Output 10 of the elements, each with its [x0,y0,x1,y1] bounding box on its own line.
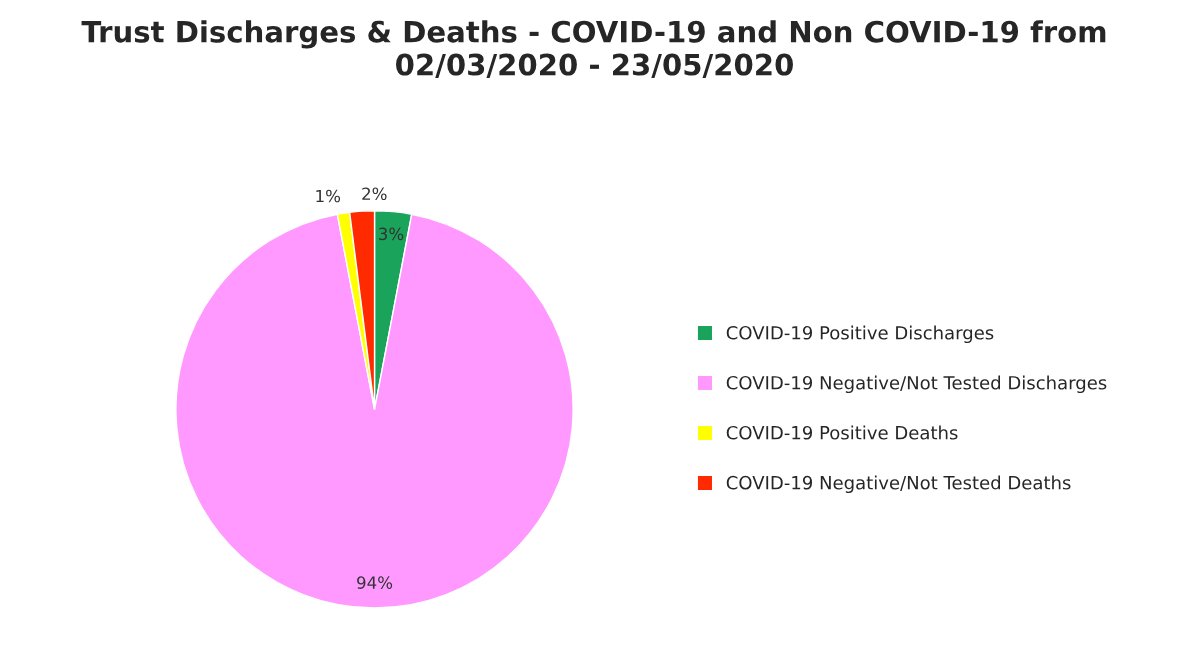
pie-slice [175,213,574,609]
legend-label: COVID-19 Positive Discharges [726,325,994,344]
chart-title: Trust Discharges & Deaths - COVID-19 and Non COVID-19 from 02/03/2020 - 23/05/2020 [81,20,1106,78]
data-label: 1% [316,189,341,203]
legend-label: COVID-19 Negative/Not Tested Deaths [726,475,1071,494]
data-label: 3% [379,227,404,241]
data-label: 94% [357,576,393,589]
legend-label: COVID-19 Negative/Not Tested Discharges [726,375,1107,394]
data-label: 2% [362,187,387,201]
legend-label: COVID-19 Positive Deaths [726,425,958,440]
